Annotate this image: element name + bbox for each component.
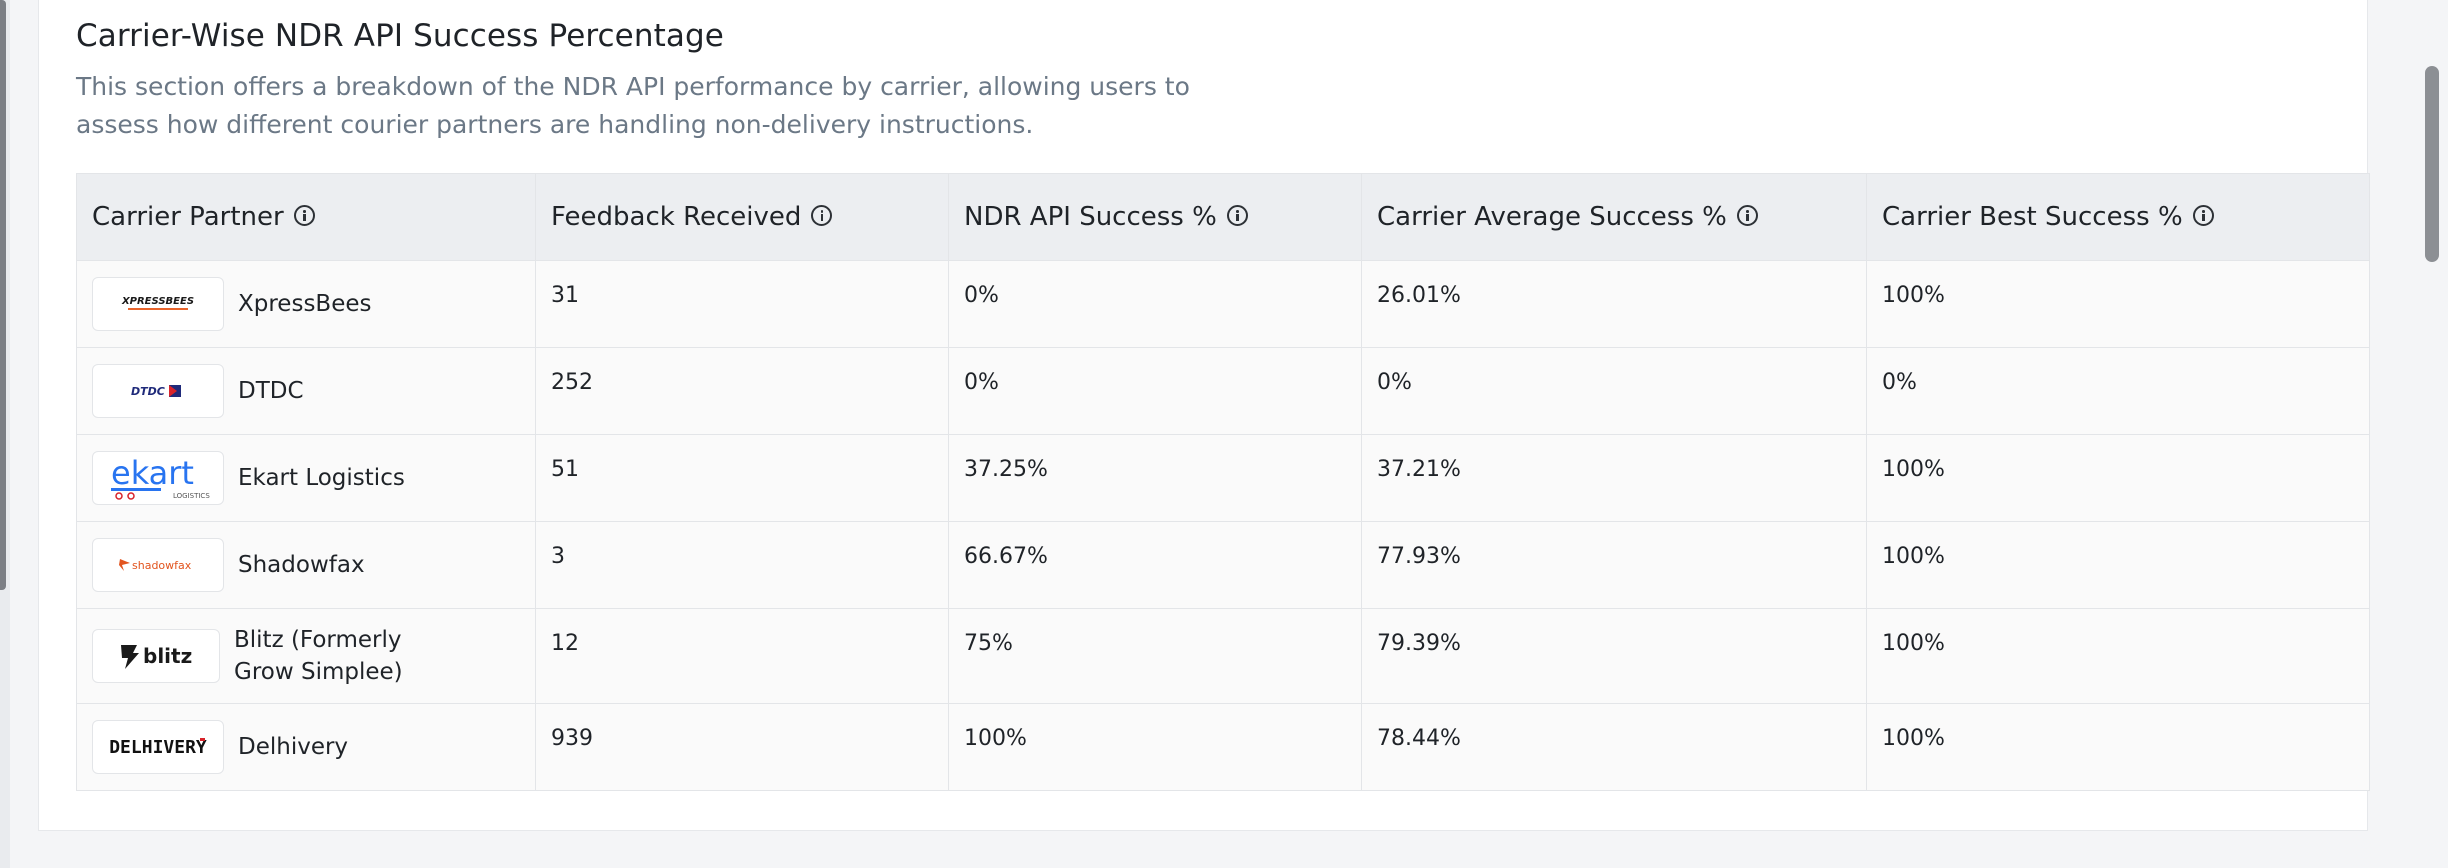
- header-label: Carrier Partner: [92, 202, 284, 232]
- delhivery-logo: DELHIVERY: [92, 720, 224, 774]
- page-scrollbar[interactable]: [2414, 0, 2448, 868]
- average-success-cell: 26.01%: [1361, 260, 1867, 348]
- ndr-success-cell: 0%: [948, 347, 1362, 435]
- carrier-cell: ekart LOGISTICS Ekart Logistics: [76, 434, 536, 522]
- xpressbees-logo-mark: XPRESSBEES: [121, 296, 194, 310]
- feedback-received-cell: 12: [535, 608, 949, 704]
- feedback-received-cell: 31: [535, 260, 949, 348]
- table-row: blitz Blitz (Formerly Grow Simplee) 12 7…: [76, 608, 2370, 704]
- header-ndr-api-success: NDR API Success %: [948, 173, 1362, 261]
- table-header-row: Carrier Partner Feedback Received NDR AP…: [76, 173, 2370, 261]
- ekart-logo-mark: ekart LOGISTICS: [111, 454, 210, 500]
- carrier-name: Blitz (Formerly Grow Simplee): [234, 627, 403, 685]
- carrier-name: Shadowfax: [238, 552, 365, 578]
- header-label: NDR API Success %: [964, 202, 1217, 232]
- best-success-cell: 0%: [1866, 347, 2370, 435]
- info-icon[interactable]: [1736, 205, 1758, 226]
- header-carrier-partner: Carrier Partner: [76, 173, 536, 261]
- average-success-cell: 0%: [1361, 347, 1867, 435]
- ekart-logo: ekart LOGISTICS: [92, 451, 224, 505]
- svg-text:DTDC: DTDC: [131, 385, 165, 398]
- best-success-cell: 100%: [1866, 260, 2370, 348]
- ndr-success-cell: 37.25%: [948, 434, 1362, 522]
- average-success-cell: 78.44%: [1361, 703, 1867, 791]
- svg-text:ekart: ekart: [111, 454, 194, 492]
- average-success-cell: 79.39%: [1361, 608, 1867, 704]
- table-row: XPRESSBEES XpressBees 31 0% 26.01% 100%: [76, 260, 2370, 348]
- xpressbees-logo: XPRESSBEES: [92, 277, 224, 331]
- svg-text:XPRESSBEES: XPRESSBEES: [121, 296, 194, 307]
- carrier-name: XpressBees: [238, 291, 372, 317]
- carrier-success-table: Carrier Partner Feedback Received NDR AP…: [76, 173, 2370, 791]
- carrier-name: DTDC: [238, 378, 304, 404]
- carrier-cell: blitz Blitz (Formerly Grow Simplee): [76, 608, 536, 704]
- average-success-cell: 37.21%: [1361, 434, 1867, 522]
- carrier-cell: XPRESSBEES XpressBees: [76, 260, 536, 348]
- ndr-success-cell: 100%: [948, 703, 1362, 791]
- left-scrollbar[interactable]: [0, 0, 10, 868]
- average-success-cell: 77.93%: [1361, 521, 1867, 609]
- dtdc-logo: DTDC: [92, 364, 224, 418]
- section-description: This section offers a breakdown of the N…: [76, 72, 1190, 139]
- feedback-received-cell: 3: [535, 521, 949, 609]
- ndr-success-cell: 0%: [948, 260, 1362, 348]
- ndr-carrier-card: Carrier-Wise NDR API Success Percentage …: [38, 0, 2370, 831]
- feedback-received-cell: 939: [535, 703, 949, 791]
- blitz-logo: blitz: [92, 629, 220, 683]
- carrier-name: Ekart Logistics: [238, 465, 405, 491]
- delhivery-logo-mark: DELHIVERY: [109, 737, 207, 758]
- header-label: Feedback Received: [551, 202, 802, 232]
- header-label: Carrier Average Success %: [1377, 202, 1727, 232]
- shadowfax-logo-mark: shadowfax: [119, 559, 192, 572]
- info-icon[interactable]: [2192, 205, 2214, 226]
- best-success-cell: 100%: [1866, 434, 2370, 522]
- shadowfax-logo: shadowfax: [92, 538, 224, 592]
- best-success-cell: 100%: [1866, 608, 2370, 704]
- table-row: ekart LOGISTICS Ekart Logistics 51 37.25…: [76, 434, 2370, 522]
- carrier-cell: shadowfax Shadowfax: [76, 521, 536, 609]
- header-label: Carrier Best Success %: [1882, 202, 2183, 232]
- header-feedback-received: Feedback Received: [535, 173, 949, 261]
- svg-text:DELHIVERY: DELHIVERY: [109, 737, 207, 758]
- svg-text:blitz: blitz: [143, 644, 192, 668]
- carrier-name: Delhivery: [238, 734, 349, 760]
- carrier-cell: DELHIVERY Delhivery: [76, 703, 536, 791]
- best-success-cell: 100%: [1866, 521, 2370, 609]
- best-success-cell: 100%: [1866, 703, 2370, 791]
- carrier-cell: DTDC DTDC: [76, 347, 536, 435]
- ndr-success-cell: 66.67%: [948, 521, 1362, 609]
- info-icon[interactable]: [811, 205, 833, 226]
- table-row: DELHIVERY Delhivery 939 100% 78.44% 100%: [76, 703, 2370, 791]
- ndr-success-cell: 75%: [948, 608, 1362, 704]
- left-scrollbar-thumb[interactable]: [0, 0, 6, 590]
- page-scrollbar-thumb[interactable]: [2425, 66, 2439, 262]
- table-row: DTDC DTDC 252 0% 0% 0%: [76, 347, 2370, 435]
- header-carrier-best-success: Carrier Best Success %: [1866, 173, 2370, 261]
- info-icon[interactable]: [1226, 205, 1248, 226]
- feedback-received-cell: 51: [535, 434, 949, 522]
- table-row: shadowfax Shadowfax 3 66.67% 77.93% 100%: [76, 521, 2370, 609]
- section-title: Carrier-Wise NDR API Success Percentage: [76, 18, 724, 54]
- feedback-received-cell: 252: [535, 347, 949, 435]
- header-carrier-average-success: Carrier Average Success %: [1361, 173, 1867, 261]
- dtdc-logo-mark: DTDC: [131, 385, 181, 398]
- info-icon[interactable]: [293, 205, 315, 226]
- blitz-logo-mark: blitz: [121, 644, 192, 669]
- svg-text:shadowfax: shadowfax: [132, 559, 192, 572]
- svg-text:LOGISTICS: LOGISTICS: [173, 492, 210, 500]
